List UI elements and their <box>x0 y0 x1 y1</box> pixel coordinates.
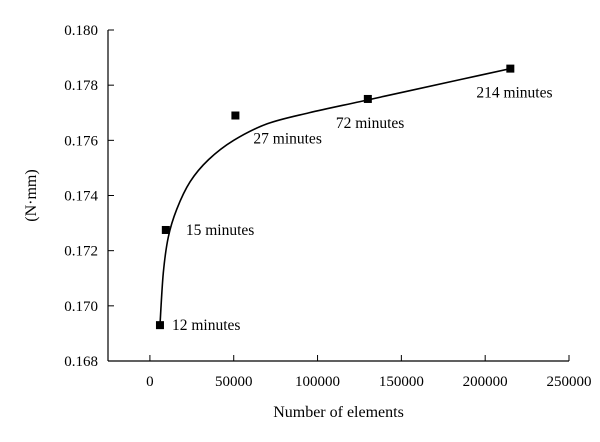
x-ticks: 0 50000 100000 150000 200000 250000 <box>146 355 592 390</box>
axes <box>107 30 569 362</box>
y-tick-label: 0.170 <box>64 299 98 315</box>
x-tick-label: 150000 <box>379 374 424 390</box>
point-label: 27 minutes <box>253 131 321 148</box>
y-tick-label: 0.178 <box>64 78 98 94</box>
fit-curve <box>159 67 511 326</box>
point-label: 15 minutes <box>186 222 254 239</box>
y-tick-label: 0.168 <box>64 354 98 370</box>
point-label: 214 minutes <box>476 85 552 102</box>
x-tick-label: 0 <box>146 374 154 390</box>
data-point <box>161 225 170 234</box>
data-point <box>155 321 164 330</box>
x-tick-label: 250000 <box>547 374 592 390</box>
x-axis-title: Number of elements <box>273 404 404 421</box>
x-tick-label: 100000 <box>295 374 340 390</box>
point-annotations: 12 minutes 15 minutes 27 minutes 72 minutes… <box>172 85 553 335</box>
y-tick-label: 0.174 <box>64 189 98 205</box>
data-markers <box>155 64 515 330</box>
y-axis-title: (N·mm) <box>23 169 40 221</box>
data-point <box>363 94 372 103</box>
point-label: 12 minutes <box>172 317 240 334</box>
point-label: 72 minutes <box>336 115 404 132</box>
y-tick-label: 0.172 <box>64 244 98 260</box>
y-tick-label: 0.180 <box>64 23 98 39</box>
x-tick-label: 200000 <box>463 374 508 390</box>
y-tick-label: 0.176 <box>64 133 98 149</box>
y-ticks: 0.168 0.170 0.172 0.174 0.176 0.178 0.180 <box>64 23 114 370</box>
data-point <box>231 111 240 120</box>
x-tick-label: 50000 <box>215 374 253 390</box>
data-point <box>506 64 515 73</box>
